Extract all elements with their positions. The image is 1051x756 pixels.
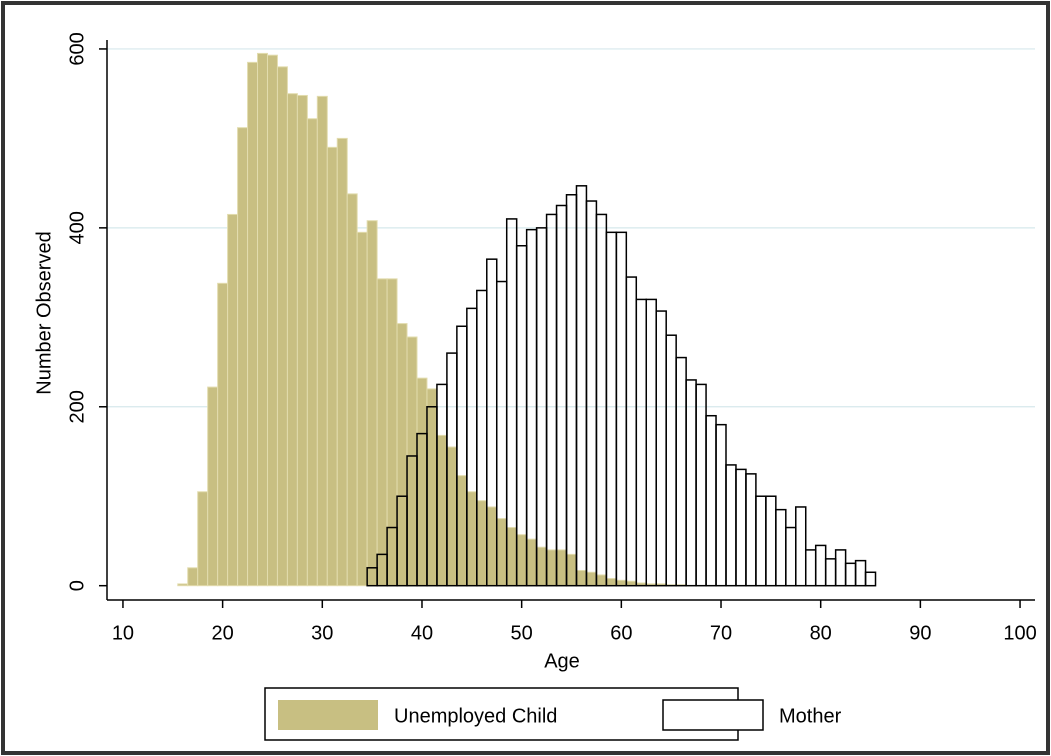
legend-label: Unemployed Child	[394, 705, 557, 727]
histogram-bar	[416, 377, 428, 587]
histogram-bar	[446, 446, 458, 587]
y-tick-label: 200	[66, 390, 88, 423]
x-tick-label: 90	[909, 622, 931, 644]
histogram-bar	[536, 546, 548, 587]
histogram-bar	[436, 434, 448, 587]
histogram-bar	[605, 578, 617, 587]
histogram-bar	[346, 193, 358, 587]
x-tick-label: 100	[1003, 622, 1036, 644]
histogram-bar	[516, 534, 528, 587]
legend-label: Mother	[779, 705, 842, 727]
legend-swatch	[662, 699, 764, 731]
histogram-bar	[366, 220, 378, 587]
y-axis-title: Number Observed	[33, 231, 55, 394]
y-tick-label: 400	[66, 211, 88, 244]
histogram-bar	[306, 118, 318, 587]
histogram-bar	[585, 571, 597, 587]
histogram-bar	[595, 574, 607, 587]
histogram-bar	[376, 278, 388, 587]
histogram-bar	[207, 386, 219, 587]
histogram-bar	[227, 213, 239, 587]
histogram-bar	[566, 553, 577, 587]
x-tick-label: 60	[610, 622, 632, 644]
histogram-bar	[496, 518, 508, 587]
histogram-bar	[217, 282, 229, 587]
histogram-bar	[546, 549, 558, 587]
histogram-bar	[237, 127, 249, 587]
x-axis-title: Age	[544, 650, 580, 672]
histogram-bar	[187, 567, 199, 587]
histogram-bar	[257, 52, 268, 587]
histogram-bar	[276, 66, 288, 587]
x-tick-label: 20	[212, 622, 234, 644]
histogram-bar	[476, 500, 488, 587]
histogram-bar	[247, 61, 259, 587]
histogram-bar	[336, 137, 348, 587]
histogram-bar	[426, 388, 438, 587]
x-tick-label: 80	[810, 622, 832, 644]
histogram-bar	[864, 571, 877, 587]
x-tick-label: 40	[411, 622, 433, 644]
histogram-bar	[386, 278, 398, 587]
histogram-bar	[486, 506, 498, 587]
histogram-bar	[316, 95, 328, 587]
x-tick-label: 50	[511, 622, 533, 644]
histogram-bar	[406, 336, 418, 587]
x-tick-label: 70	[710, 622, 732, 644]
histogram-bar	[266, 54, 278, 587]
histogram-bar	[396, 323, 408, 587]
histogram-bar	[326, 146, 338, 587]
histogram-bar	[506, 527, 518, 587]
histogram-bar	[197, 491, 209, 587]
histogram-bar	[356, 231, 368, 587]
histogram-bar	[795, 506, 807, 587]
x-tick-label: 30	[311, 622, 333, 644]
x-tick-label: 10	[112, 622, 134, 644]
histogram-bar	[177, 583, 189, 587]
legend-swatch	[278, 700, 378, 730]
histogram-bar	[456, 475, 468, 587]
histogram-bar	[296, 94, 308, 587]
histogram-bar	[526, 538, 538, 587]
histogram-bar	[615, 579, 627, 587]
histogram-bar	[466, 491, 478, 587]
histogram-bar	[575, 569, 587, 587]
y-tick-label: 600	[66, 32, 88, 65]
histogram-bar	[556, 549, 568, 587]
histogram-bar	[286, 93, 298, 587]
y-tick-label: 0	[66, 580, 88, 591]
